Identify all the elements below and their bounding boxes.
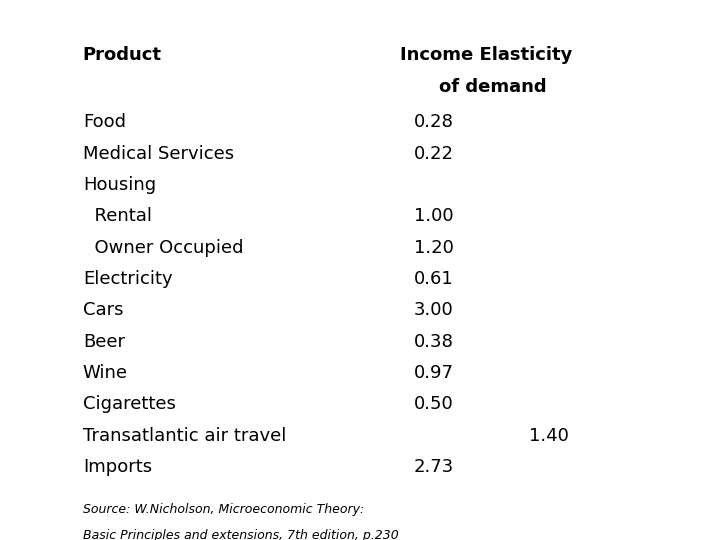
Text: Income Elasticity: Income Elasticity (400, 46, 572, 64)
Text: Basic Principles and extensions, 7th edition, p.230: Basic Principles and extensions, 7th edi… (83, 529, 399, 540)
Text: Owner Occupied: Owner Occupied (83, 239, 243, 256)
Text: Rental: Rental (83, 207, 152, 225)
Text: Transatlantic air travel: Transatlantic air travel (83, 427, 286, 444)
Text: 0.38: 0.38 (414, 333, 454, 350)
Text: 2.73: 2.73 (414, 458, 454, 476)
Text: Wine: Wine (83, 364, 128, 382)
Text: Cars: Cars (83, 301, 123, 319)
Text: 1.20: 1.20 (414, 239, 454, 256)
Text: 0.50: 0.50 (414, 395, 454, 413)
Text: Imports: Imports (83, 458, 152, 476)
Text: Beer: Beer (83, 333, 125, 350)
Text: 0.22: 0.22 (414, 145, 454, 163)
Text: 0.97: 0.97 (414, 364, 454, 382)
Text: 0.61: 0.61 (414, 270, 454, 288)
Text: Food: Food (83, 113, 126, 131)
Text: 3.00: 3.00 (414, 301, 454, 319)
Text: Cigarettes: Cigarettes (83, 395, 176, 413)
Text: Housing: Housing (83, 176, 156, 194)
Text: Source: W.Nicholson, Microeconomic Theory:: Source: W.Nicholson, Microeconomic Theor… (83, 503, 364, 516)
Text: 1.40: 1.40 (529, 427, 569, 444)
Text: Electricity: Electricity (83, 270, 172, 288)
Text: 0.28: 0.28 (414, 113, 454, 131)
Text: Product: Product (83, 46, 162, 64)
Text: Medical Services: Medical Services (83, 145, 234, 163)
Text: 1.00: 1.00 (414, 207, 454, 225)
Text: of demand: of demand (439, 78, 546, 96)
